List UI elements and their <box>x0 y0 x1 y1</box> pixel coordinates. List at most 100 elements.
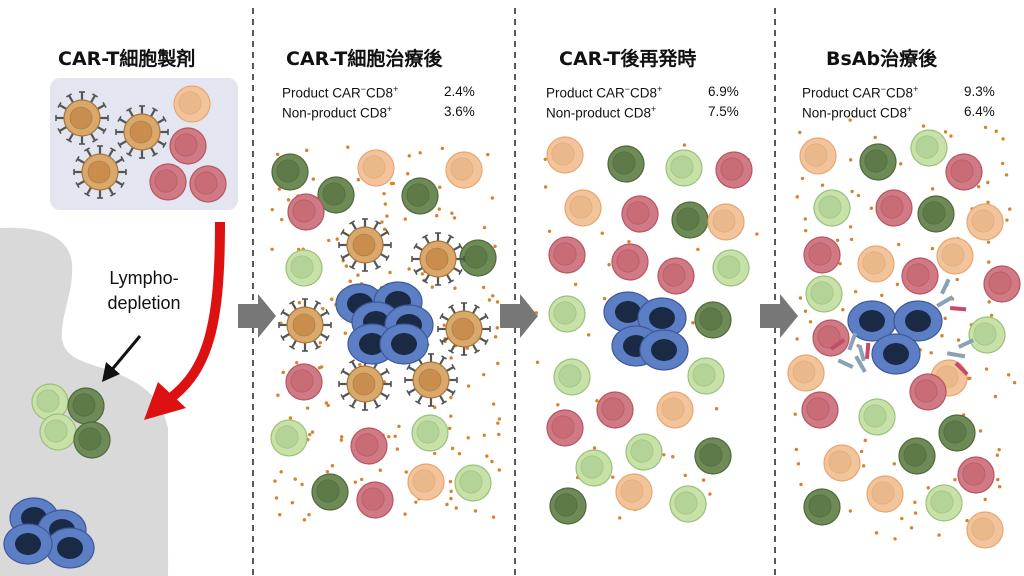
immune-cell <box>411 414 449 452</box>
car-t-cell <box>437 302 491 356</box>
immune-cell <box>805 275 843 313</box>
stat-row: Product CAR−CD8+ 6.9% <box>546 84 739 101</box>
stat-row: Non-product CD8+ 7.5% <box>546 104 739 121</box>
immune-cell <box>787 354 825 392</box>
immune-cell <box>285 249 323 287</box>
car-t-cell <box>73 145 127 199</box>
step-arrow-3 <box>760 294 798 338</box>
immune-cell <box>823 444 861 482</box>
infusion-arrowhead <box>144 382 186 420</box>
immune-cell <box>857 245 895 283</box>
immune-cell <box>657 257 695 295</box>
immune-cell <box>189 165 227 203</box>
step-arrow-1 <box>238 294 276 338</box>
immune-cell <box>665 149 703 187</box>
immune-cell <box>799 137 837 175</box>
immune-cell <box>357 149 395 187</box>
panel-title-product: CAR-T細胞製剤 <box>58 48 196 70</box>
immune-cell <box>669 485 707 523</box>
lymphodepletion-arrow <box>108 335 142 373</box>
immune-cell <box>311 473 349 511</box>
panel-title-relapse: CAR-T後再発時 <box>559 48 697 70</box>
immune-cell <box>546 409 584 447</box>
tumor-cell <box>893 300 943 342</box>
immune-cell <box>407 463 445 501</box>
immune-cell <box>715 151 753 189</box>
immune-cell <box>945 153 983 191</box>
immune-cell <box>938 414 976 452</box>
immune-cell <box>812 319 850 357</box>
stat-value: 2.4% <box>444 84 475 99</box>
immune-cell <box>459 239 497 277</box>
immune-cell <box>548 236 586 274</box>
immune-cell <box>966 511 1004 549</box>
stat-row: Product CAR−CD8+ 2.4% <box>282 84 475 101</box>
tumor-cell <box>871 333 921 375</box>
immune-cell <box>149 163 187 201</box>
car-t-cell <box>55 91 109 145</box>
infusion-arrow <box>165 221 225 405</box>
immune-cell <box>356 481 394 519</box>
immune-cell <box>656 391 694 429</box>
immune-cell <box>910 129 948 167</box>
tumor-cell <box>3 523 53 565</box>
immune-cell <box>707 203 745 241</box>
lymphodepletion-label: Lympho- depletion <box>84 266 204 316</box>
immune-cell <box>803 488 841 526</box>
immune-cell <box>285 363 323 401</box>
car-t-cell <box>411 232 465 286</box>
immune-cell <box>271 153 309 191</box>
immune-cell <box>317 176 355 214</box>
immune-cell <box>67 387 105 425</box>
immune-cell <box>966 203 1004 241</box>
immune-cell <box>564 189 602 227</box>
stat-value: 3.6% <box>444 104 475 119</box>
stat-value: 7.5% <box>708 104 739 119</box>
step-arrow-2 <box>500 294 538 338</box>
stat-value: 9.3% <box>964 84 995 99</box>
patient-arm <box>110 420 169 576</box>
car-t-cell <box>338 218 392 272</box>
immune-cell <box>546 136 584 174</box>
car-t-cell <box>115 105 169 159</box>
immune-cell <box>866 475 904 513</box>
immune-cell <box>671 201 709 239</box>
immune-cell <box>350 427 388 465</box>
immune-cell <box>936 237 974 275</box>
stat-row: Product CAR−CD8+ 9.3% <box>802 84 995 101</box>
immune-cell <box>596 391 634 429</box>
stat-value: 6.9% <box>708 84 739 99</box>
lymphodepletion-arrowhead <box>102 362 120 382</box>
immune-cell <box>901 257 939 295</box>
immune-cell <box>39 413 77 451</box>
immune-cell <box>169 127 207 165</box>
immune-cell <box>983 265 1021 303</box>
immune-cell <box>712 249 750 287</box>
immune-cell <box>611 243 649 281</box>
immune-cell <box>73 421 111 459</box>
immune-cell <box>270 419 308 457</box>
immune-cell <box>898 437 936 475</box>
tumor-cell <box>639 329 689 371</box>
bispecific-antibody <box>936 278 967 312</box>
immune-cell <box>173 85 211 123</box>
immune-cell <box>968 316 1006 354</box>
panel-title-post-bsab: BsAb治療後 <box>826 48 938 70</box>
immune-cell <box>858 398 896 436</box>
immune-cell <box>687 357 725 395</box>
immune-cell <box>31 383 69 421</box>
immune-cell <box>454 464 492 502</box>
lymphodepletion-line-1: Lympho- <box>109 268 179 288</box>
car-t-cell <box>404 353 458 407</box>
bispecific-antibody <box>830 332 866 362</box>
immune-cell <box>875 189 913 227</box>
immune-cell <box>694 301 732 339</box>
immune-cell <box>548 295 586 333</box>
immune-cell <box>909 373 947 411</box>
immune-cell <box>549 487 587 525</box>
bispecific-antibody <box>837 342 871 373</box>
lymphodepletion-line-2: depletion <box>107 293 181 313</box>
immune-cell <box>625 433 663 471</box>
immune-cell <box>801 391 839 429</box>
car-t-cell <box>278 298 332 352</box>
